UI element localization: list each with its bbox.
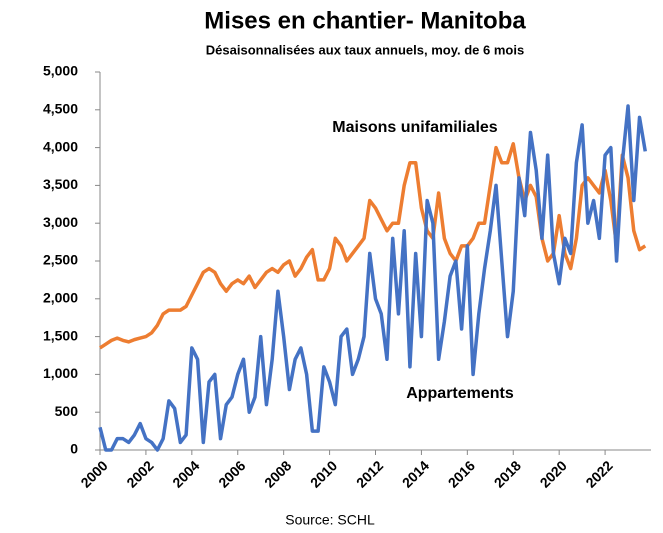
- x-tick-label: 2010: [307, 457, 340, 490]
- x-tick-label: 2006: [215, 457, 248, 490]
- series-label: Appartements: [406, 385, 514, 402]
- x-tick-label: 2008: [261, 457, 294, 490]
- source-note: Source: SCHL: [285, 512, 375, 528]
- x-tick-label: 2000: [77, 457, 110, 490]
- x-tick-label: 2020: [537, 457, 570, 490]
- x-tick-label: 2004: [169, 457, 202, 490]
- x-tick-label: 2002: [123, 457, 156, 490]
- y-tick-label: 0: [70, 441, 78, 457]
- series-line: [98, 104, 647, 452]
- x-tick-label: 2022: [582, 457, 615, 490]
- x-tick-label: 2014: [399, 457, 432, 490]
- chart-subtitle: Désaisonnalisées aux taux annuels, moy. …: [206, 42, 524, 57]
- x-tick-label: 2012: [353, 457, 386, 490]
- y-tick-label: 4,500: [43, 101, 78, 117]
- y-tick-label: 4,000: [43, 138, 78, 154]
- x-tick-label: 2016: [445, 457, 478, 490]
- y-tick-label: 500: [55, 403, 79, 419]
- chart-title: Mises en chantier- Manitoba: [204, 7, 526, 34]
- y-tick-label: 2,500: [43, 252, 78, 268]
- y-tick-label: 5,000: [43, 63, 78, 79]
- x-tick-label: 2018: [491, 457, 524, 490]
- y-tick-label: 1,000: [43, 365, 78, 381]
- y-tick-label: 3,000: [43, 214, 78, 230]
- y-tick-label: 3,500: [43, 176, 78, 192]
- series-label: Maisons unifamiliales: [332, 119, 497, 136]
- y-tick-label: 2,000: [43, 290, 78, 306]
- y-tick-label: 1,500: [43, 327, 78, 343]
